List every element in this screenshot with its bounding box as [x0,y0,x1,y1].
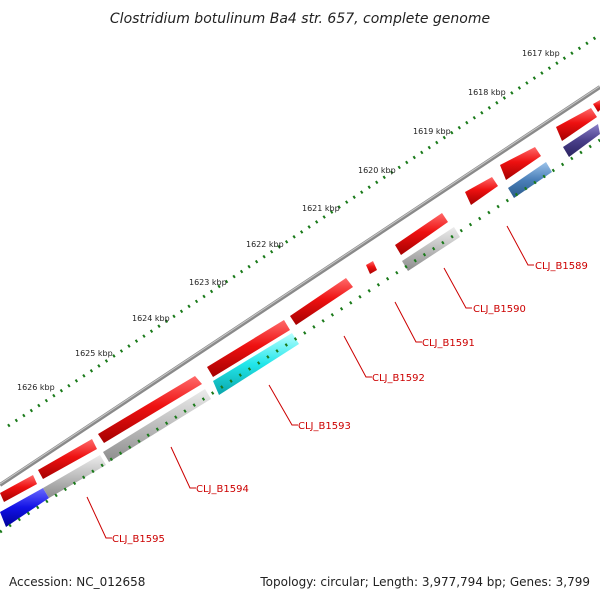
kbp-label: 1621 kbp [302,204,340,213]
kbp-labels: 1617 kbp 1618 kbp 1619 kbp 1620 kbp 1621… [17,49,560,392]
kbp-label: 1617 kbp [522,49,560,58]
gene-label: CLJ_B1592 [372,373,425,384]
outer-tick-track [7,34,599,428]
forward-strand-genes [0,100,600,502]
genome-backbone [0,85,600,487]
gene-arrow [38,439,97,479]
kbp-label: 1619 kbp [413,127,451,136]
gene-label: CLJ_B1590 [473,304,526,315]
gene-arrow [593,100,600,112]
gene-label: CLJ_B1589 [535,261,588,272]
topology-text: Topology: circular; Length: 3,977,794 bp… [259,575,590,589]
gene-label: CLJ_B1591 [422,338,475,349]
gene-block [103,389,211,462]
gene-label: CLJ_B1595 [112,534,165,545]
gene-arrow [395,213,448,255]
inner-tick-track [0,138,600,534]
label-leaders [86,225,534,539]
gene-arrow [556,108,597,141]
gene-arrow [0,475,37,502]
gene-block [0,488,49,527]
gene-label: CLJ_B1594 [196,484,249,495]
kbp-label: 1618 kbp [468,88,506,97]
gene-arrow [500,147,541,180]
gene-arrow [366,261,377,274]
kbp-label: 1622 kbp [246,240,284,249]
kbp-label: 1625 kbp [75,349,113,358]
gene-arrow [465,177,498,205]
gene-arrow [290,278,353,325]
accession-text: Accession: NC_012658 [9,575,145,589]
kbp-label: 1624 kbp [132,314,170,323]
kbp-label: 1626 kbp [17,383,55,392]
map-title: Clostridium botulinum Ba4 str. 657, comp… [110,11,490,27]
gene-label: CLJ_B1593 [298,421,351,432]
gene-block [43,455,106,498]
gene-block [213,333,299,395]
gene-block [563,124,600,157]
gene-block [402,227,460,271]
second-ring-genes [0,124,600,527]
gene-labels: CLJ_B1589 CLJ_B1590 CLJ_B1591 CLJ_B1592 … [112,261,588,545]
gene-arrow [98,376,202,443]
gene-arrow [207,320,290,377]
gene-block [508,162,552,198]
kbp-label: 1623 kbp [189,278,227,287]
kbp-label: 1620 kbp [358,166,396,175]
